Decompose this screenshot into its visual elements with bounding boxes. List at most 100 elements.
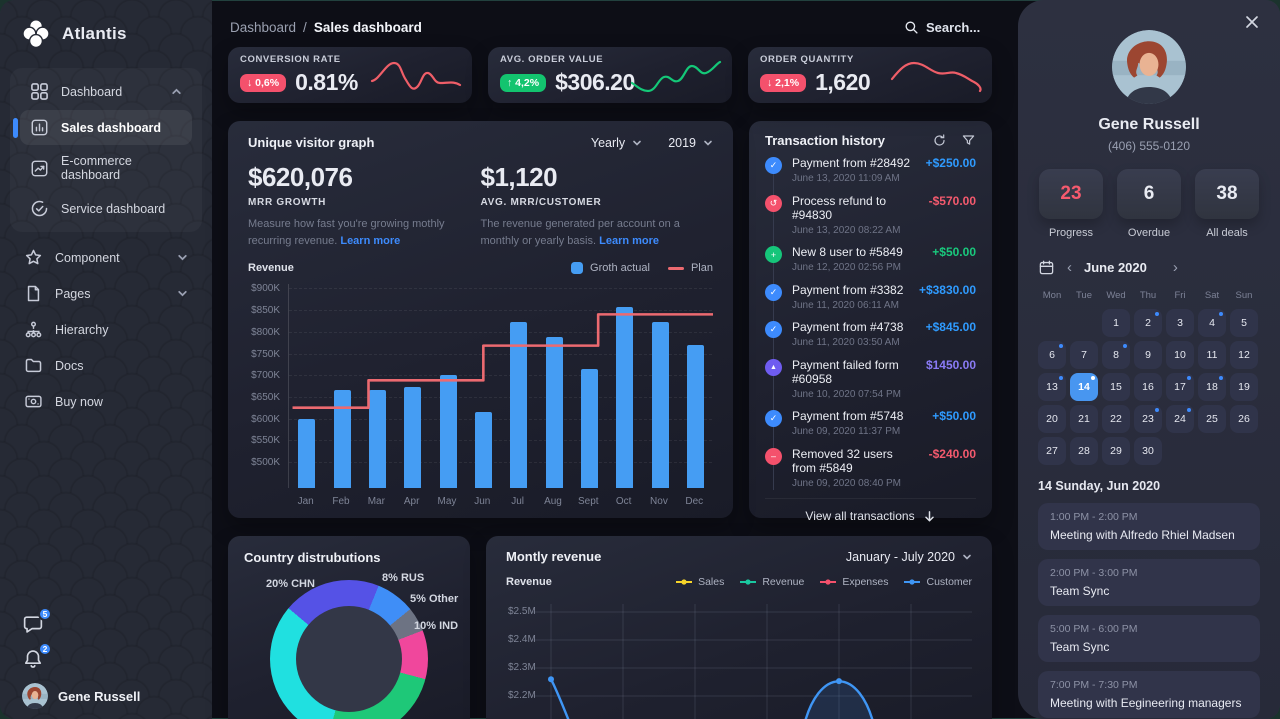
revenue-bar-apr[interactable]	[404, 387, 422, 489]
schedule-event[interactable]: 2:00 PM - 3:00 PM Team Sync	[1038, 559, 1260, 606]
stat-label: All deals	[1206, 227, 1248, 239]
calendar-day-header: Wed	[1106, 290, 1126, 301]
filter-icon[interactable]	[961, 133, 976, 148]
search-icon	[904, 20, 919, 35]
mrr-growth-desc: Measure how fast you're growing mothly r…	[248, 218, 445, 248]
calendar-day-1[interactable]: 1	[1102, 309, 1130, 337]
calendar-day-5[interactable]: 5	[1230, 309, 1258, 337]
transaction-row[interactable]: + New 8 user to #5849 June 12, 2020 02:56 …	[765, 245, 976, 273]
transaction-row[interactable]: – Removed 32 users from #5849 June 09, 202…	[765, 447, 976, 489]
sidebar-user[interactable]: Gene Russell	[22, 683, 140, 709]
search-input[interactable]	[926, 20, 990, 35]
revenue-bar-dec[interactable]	[686, 344, 704, 489]
calendar-day-6[interactable]: 6	[1038, 341, 1066, 369]
sidebar-item-buy-now[interactable]: Buy now	[14, 384, 198, 419]
calendar-day-9[interactable]: 9	[1134, 341, 1162, 369]
calendar-day-17[interactable]: 17	[1166, 373, 1194, 401]
revenue-bar-mar[interactable]	[368, 390, 386, 489]
chat-button[interactable]: 5	[22, 607, 52, 635]
revenue-bar-sept[interactable]	[580, 368, 598, 489]
calendar-day-18[interactable]: 18	[1198, 373, 1226, 401]
sidebar-item-dashboard[interactable]: Dashboard	[20, 74, 192, 109]
transaction-row[interactable]: ✓ Payment from #28492 June 13, 2020 11:09 …	[765, 156, 976, 184]
sidebar-item-docs[interactable]: Docs	[14, 348, 198, 383]
calendar-day-19[interactable]: 19	[1230, 373, 1258, 401]
kpi-sparkline	[630, 60, 722, 93]
revenue-bar-jun[interactable]	[474, 412, 492, 489]
calendar-prev-button[interactable]: ‹	[1067, 259, 1072, 276]
transaction-row[interactable]: ✓ Payment from #4738 June 11, 2020 03:50 A…	[765, 320, 976, 348]
legend-revenue[interactable]: Revenue	[740, 576, 804, 588]
calendar-day-30[interactable]: 30	[1134, 437, 1162, 465]
calendar-day-26[interactable]: 26	[1230, 405, 1258, 433]
transaction-row[interactable]: ↺ Process refund to #94830 June 13, 2020 0…	[765, 194, 976, 236]
event-dot	[1059, 344, 1063, 348]
legend-expenses[interactable]: Expenses	[820, 576, 888, 588]
calendar-day-20[interactable]: 20	[1038, 405, 1066, 433]
event-title: Team Sync	[1050, 640, 1110, 654]
event-dot	[1187, 408, 1191, 412]
learn-more-link[interactable]: Learn more	[599, 235, 660, 248]
sidebar-item-pages[interactable]: Pages	[14, 276, 198, 311]
calendar-day-28[interactable]: 28	[1070, 437, 1098, 465]
calendar-day-21[interactable]: 21	[1070, 405, 1098, 433]
period-dropdown[interactable]: Yearly	[591, 136, 642, 150]
year-dropdown[interactable]: 2019	[668, 136, 713, 150]
transaction-title: Payment failed form #60958	[792, 357, 899, 386]
calendar-day-11[interactable]: 11	[1198, 341, 1226, 369]
atlantis-logo-icon	[22, 19, 50, 49]
refresh-icon[interactable]	[932, 133, 947, 148]
learn-more-link[interactable]: Learn more	[340, 235, 401, 248]
calendar-day-29[interactable]: 29	[1102, 437, 1130, 465]
monthly-range-dropdown[interactable]: January - July 2020	[846, 550, 972, 564]
calendar-day-10[interactable]: 10	[1166, 341, 1194, 369]
calendar-day-27[interactable]: 27	[1038, 437, 1066, 465]
calendar-day-22[interactable]: 22	[1102, 405, 1130, 433]
calendar-day-14[interactable]: 14	[1070, 373, 1098, 401]
search-box[interactable]	[904, 20, 990, 35]
calendar-day-25[interactable]: 25	[1198, 405, 1226, 433]
revenue-bar-jan[interactable]	[298, 418, 316, 489]
transaction-row[interactable]: ▲ Payment failed form #60958 June 10, 2020…	[765, 358, 976, 400]
legend-plan: Plan	[667, 262, 713, 274]
calendar-day-8[interactable]: 8	[1102, 341, 1130, 369]
sidebar-item-hierarchy[interactable]: Hierarchy	[14, 312, 198, 347]
calendar-day-24[interactable]: 24	[1166, 405, 1194, 433]
legend-customer[interactable]: Customer	[904, 576, 972, 588]
bar-chart-x-labels: Jan Feb Mar Apr May Jun Jul Aug Sept Oct Nov Dec	[297, 496, 704, 508]
calendar-day-12[interactable]: 12	[1230, 341, 1258, 369]
breadcrumb-parent[interactable]: Dashboard	[230, 20, 297, 35]
transaction-row[interactable]: ✓ Payment from #5748 June 09, 2020 11:37 P…	[765, 409, 976, 437]
calendar-day-7[interactable]: 7	[1070, 341, 1098, 369]
close-icon[interactable]	[1244, 14, 1260, 30]
legend-sales[interactable]: Sales	[676, 576, 724, 588]
calendar-next-button[interactable]: ›	[1172, 259, 1178, 276]
sidebar-item-service-dashboard[interactable]: Service dashboard	[20, 191, 192, 226]
calendar-day-15[interactable]: 15	[1102, 373, 1130, 401]
calendar-day-3[interactable]: 3	[1166, 309, 1194, 337]
calendar-day-4[interactable]: 4	[1198, 309, 1226, 337]
calendar-day-13[interactable]: 13	[1038, 373, 1066, 401]
calendar-day-2[interactable]: 2	[1134, 309, 1162, 337]
sidebar-item-e-commerce-dashboard[interactable]: E-commerce dashboard	[20, 146, 192, 190]
schedule-event[interactable]: 1:00 PM - 2:00 PM Meeting with Alfredo Rh…	[1038, 503, 1260, 550]
sidebar-item-sales-dashboard[interactable]: Sales dashboard	[13, 110, 192, 145]
schedule-event[interactable]: 5:00 PM - 6:00 PM Team Sync	[1038, 615, 1260, 662]
sidebar-item-component[interactable]: Component	[14, 240, 198, 275]
chevron-down-icon	[177, 288, 188, 299]
schedule-event[interactable]: 7:00 PM - 7:30 PM Meeting with Eegineerin…	[1038, 671, 1260, 718]
calendar-day-23[interactable]: 23	[1134, 405, 1162, 433]
transaction-row[interactable]: ✓ Payment from #3382 June 11, 2020 06:11 A…	[765, 283, 976, 311]
revenue-bar-feb[interactable]	[333, 390, 351, 489]
notifications-button[interactable]: 2	[22, 642, 52, 670]
calendar-header: ‹ June 2020 ›	[1038, 259, 1260, 276]
view-all-transactions-button[interactable]: View all transactions	[765, 498, 976, 523]
revenue-bar-nov[interactable]	[651, 321, 669, 489]
revenue-bar-oct[interactable]	[616, 307, 634, 489]
calendar-day-16[interactable]: 16	[1134, 373, 1162, 401]
revenue-bar-aug[interactable]	[545, 337, 563, 489]
revenue-bar-chart: $900K $850K $800K $750K $700K $650K $600K $550K…	[248, 283, 713, 489]
revenue-bar-may[interactable]	[439, 375, 457, 489]
revenue-bar-jul[interactable]	[510, 321, 528, 489]
